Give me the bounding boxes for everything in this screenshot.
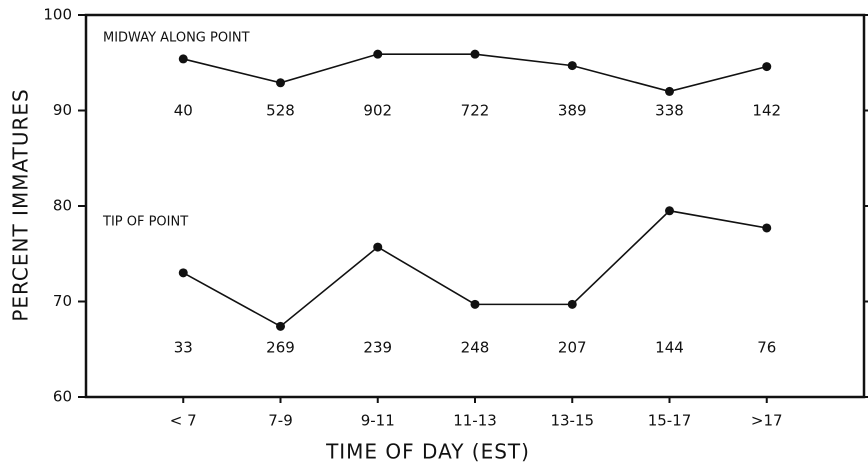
y-tick-label: 70 <box>53 292 72 310</box>
sample-size: 338 <box>655 102 684 120</box>
x-tick-label: 7-9 <box>268 412 293 430</box>
sample-size: 269 <box>266 339 295 357</box>
y-axis-title: PERCENT IMMATURES <box>9 88 33 321</box>
data-point <box>567 299 577 309</box>
data-point <box>276 78 285 88</box>
data-point <box>178 54 188 64</box>
x-axis-title: TIME OF DAY (EST) <box>325 440 530 464</box>
y-tick-label: 90 <box>53 101 72 119</box>
y-tick-label: 60 <box>53 388 72 406</box>
data-point <box>762 62 772 72</box>
x-tick-label: 11-13 <box>453 412 497 430</box>
x-tick-label: < 7 <box>170 412 197 430</box>
series-label: MIDWAY ALONG POINT <box>103 31 250 46</box>
data-point <box>762 223 772 233</box>
sample-size: 144 <box>655 339 684 357</box>
sample-size: 722 <box>461 102 490 120</box>
sample-size: 40 <box>174 102 193 120</box>
data-point <box>665 206 674 216</box>
y-tick-label: 100 <box>43 6 72 24</box>
sample-size: 528 <box>266 102 295 120</box>
data-point <box>373 242 383 252</box>
series-line <box>183 53 767 93</box>
sample-size: 902 <box>363 102 392 120</box>
x-tick-label: 9-11 <box>361 412 395 430</box>
sample-size: 389 <box>558 102 587 120</box>
data-point <box>470 299 480 309</box>
x-tick-label: 15-17 <box>648 412 692 430</box>
data-point <box>567 61 577 71</box>
y-tick-label: 80 <box>53 197 72 215</box>
sample-size: 239 <box>363 339 392 357</box>
data-point <box>470 49 480 59</box>
data-point <box>373 49 383 59</box>
sample-size: 33 <box>174 339 193 357</box>
sample-size: 76 <box>757 339 776 357</box>
series-label: TIP OF POINT <box>102 215 188 230</box>
data-point <box>276 321 285 331</box>
data-point <box>178 268 188 278</box>
sample-size: 207 <box>558 339 587 357</box>
sample-size: 248 <box>461 339 490 357</box>
series-line <box>182 209 767 328</box>
sample-size: 142 <box>752 102 781 120</box>
x-tick-label: 13-15 <box>550 412 594 430</box>
x-tick-label: >17 <box>751 412 783 430</box>
data-point <box>665 86 674 96</box>
